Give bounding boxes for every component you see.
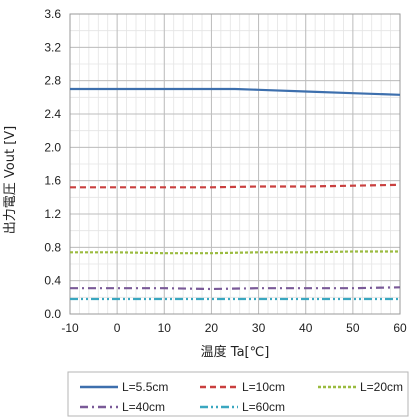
series-lines	[70, 87, 401, 301]
y-tick-label: 2.4	[44, 107, 61, 121]
x-tick-label: 60	[393, 321, 407, 335]
x-axis-label: 温度 Ta[℃]	[201, 344, 270, 360]
y-tick-label: 0.8	[44, 240, 61, 254]
legend-label: L=20cm	[360, 380, 403, 394]
legend-box	[67, 371, 409, 417]
x-tick-label: 40	[299, 321, 313, 335]
legend-label: L=10cm	[242, 380, 285, 394]
x-tick-label: 30	[252, 321, 266, 335]
legend-label: L=60cm	[242, 400, 285, 414]
x-tick-label: 20	[205, 321, 219, 335]
y-tick-label: 0.4	[44, 274, 61, 288]
series-line-l-5-5cm	[70, 87, 401, 96]
y-axis-label: 出力電圧 Vout [V]	[3, 126, 18, 234]
y-tick-label: 3.6	[44, 7, 61, 21]
y-tick-label: 1.6	[44, 174, 61, 188]
series-line-l-20cm	[70, 250, 400, 255]
series-line-l-10cm	[70, 183, 401, 189]
y-tick-labels: 0.0 0.4 0.8 1.2 1.6 2.0 2.4 2.8 3.2 3.6	[44, 7, 61, 321]
grid-minor	[69, 13, 401, 315]
plot-frame	[69, 13, 401, 315]
y-tick-label: 2.0	[44, 140, 61, 154]
x-tick-label: 50	[346, 321, 360, 335]
legend: L=5.5cm L=10cm L=20cm L=40cm L=60cm	[67, 371, 409, 417]
x-tick-label: 0	[114, 321, 121, 335]
y-tick-label: 3.2	[44, 40, 61, 54]
legend-label: L=5.5cm	[122, 380, 168, 394]
x-tick-label: 10	[158, 321, 172, 335]
y-tick-label: 0.0	[44, 307, 61, 321]
x-tick-labels: -10 0 10 20 30 40 50 60	[61, 321, 407, 335]
y-tick-label: 2.8	[44, 74, 61, 88]
x-tick-label: -10	[61, 321, 79, 335]
series-line-l-40cm	[70, 286, 401, 291]
grid-major	[69, 13, 401, 315]
y-tick-label: 1.2	[44, 207, 61, 221]
legend-label: L=40cm	[122, 400, 165, 414]
